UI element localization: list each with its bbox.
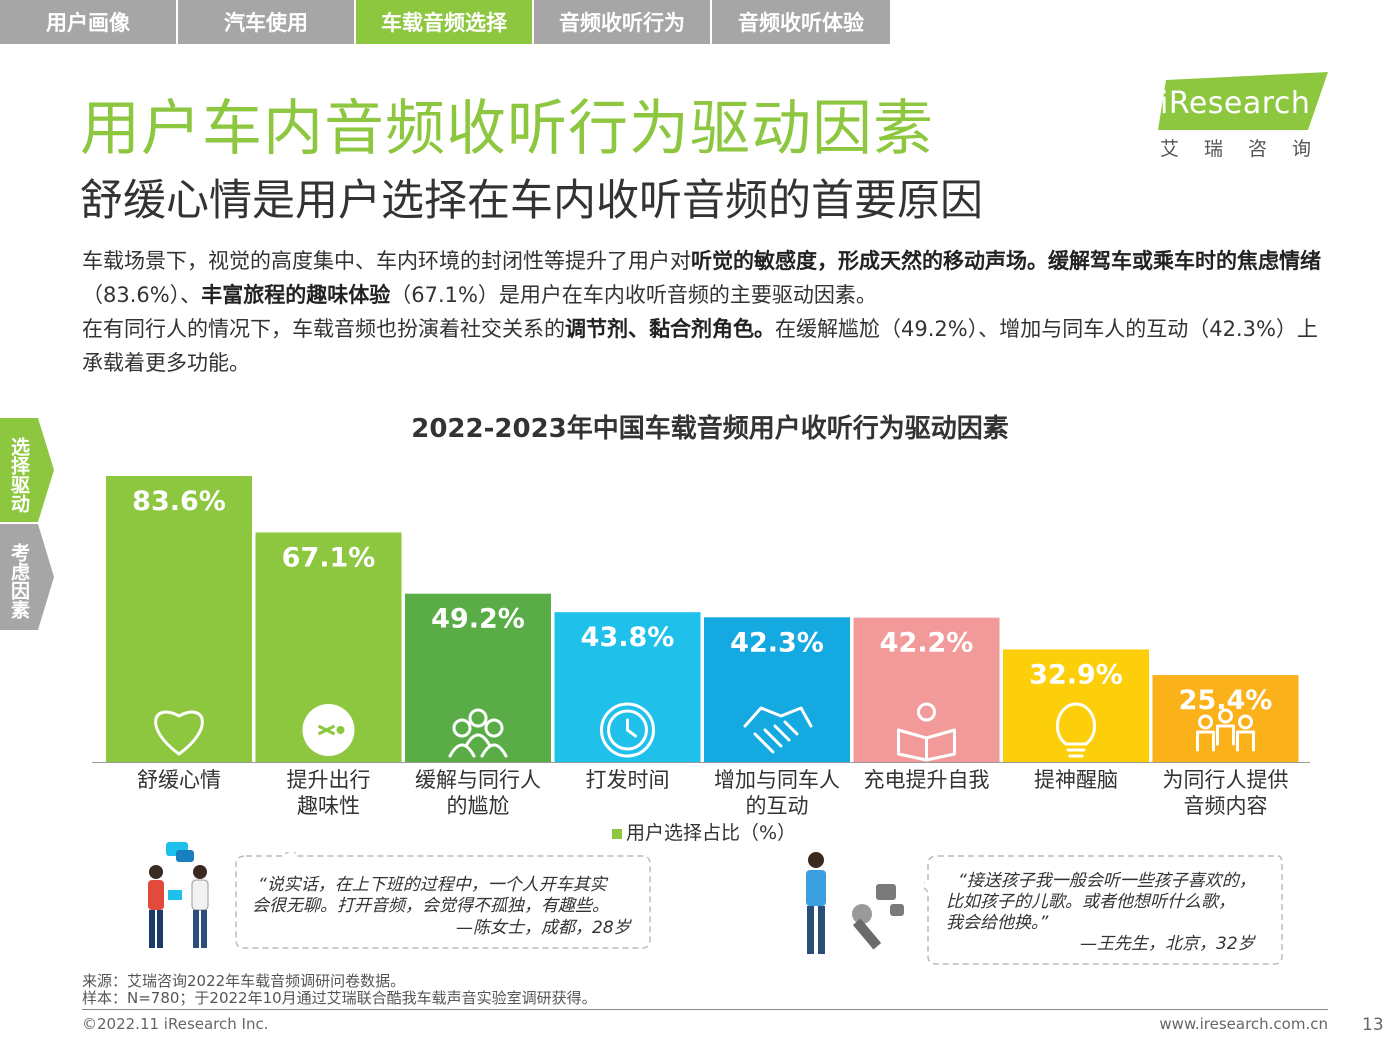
bar-value-label: 32.9% (1029, 659, 1123, 690)
bar (554, 612, 701, 762)
person-microphone-illustration (806, 852, 904, 954)
bar-value-label: 43.8% (581, 622, 675, 653)
bar-group: 83.6% (106, 476, 252, 762)
logo-subtitle: 艾瑞咨询 (1160, 138, 1337, 160)
face-icon (302, 704, 355, 756)
side-tab-selection-driver[interactable]: 选择驱动 (0, 418, 54, 522)
quote-1-line-2: 会很无聊。打开音频，会觉得不孤独，有趣些。 (252, 896, 609, 916)
intro-paragraph-1: 车载场景下，视觉的高度集中、车内环境的封闭性等提升了用户对听觉的敏感度，形成天然… (82, 249, 1321, 307)
category-label: 舒缓心情 (104, 767, 254, 793)
quote-2-attribution: —王先生，北京，32岁 (1080, 934, 1255, 954)
bar-group: 42.2% (853, 617, 1000, 762)
nav-tab-audio-choice[interactable]: 车载音频选择 (356, 0, 532, 44)
category-label: 提神醒脑 (1001, 767, 1151, 793)
category-label-line: 舒缓心情 (137, 768, 221, 792)
category-label: 为同行人提供 音频内容 (1151, 767, 1301, 819)
legend-swatch (612, 828, 622, 839)
source-note: 来源：艾瑞咨询2022年车载音频调研问卷数据。 样本：N=780；于2022年1… (82, 973, 597, 1007)
people-talking-illustration (148, 842, 209, 948)
page-number: 13 (1362, 1015, 1384, 1035)
category-label-line: 增加与同车人 (714, 768, 840, 792)
nav-tab-user-profile[interactable]: 用户画像 (0, 0, 176, 44)
footer-divider (82, 1009, 1328, 1010)
category-label-line: 充电提升自我 (863, 768, 990, 792)
bar-group: 43.8% (554, 612, 701, 762)
bar (106, 476, 252, 762)
copyright: ©2022.11 iResearch Inc. (82, 1015, 269, 1033)
source-line: 来源：艾瑞咨询2022年车载音频调研问卷数据。 (82, 972, 406, 990)
chart-title: 2022-2023年中国车载音频用户收听行为驱动因素 (411, 414, 1009, 444)
quote-2-line-3: 我会给他换。” (946, 913, 1049, 933)
iresearch-logo: iResearch 艾瑞咨询 (1158, 72, 1338, 162)
bar-chart: 83.6% 67.1% 49.2% 43.8% 42.3% 42.2% 32.9% 25.4% (92, 476, 1310, 763)
sample-line: 样本：N=780；于2022年10月通过艾瑞联合酷我车载声音实验室调研获得。 (82, 989, 597, 1007)
side-tab-consideration-factors[interactable]: 考虑因素 (0, 524, 54, 630)
quote-bubble-1 (235, 852, 651, 949)
clock-icon (600, 702, 655, 758)
bar-value-label: 49.2% (431, 604, 525, 635)
category-label-line: 缓解与同行人 (415, 768, 541, 792)
page-title: 用户车内音频收听行为驱动因素 (80, 94, 934, 164)
category-label: 增加与同车人 的互动 (702, 767, 852, 819)
bar (1152, 675, 1299, 762)
category-label-line: 趣味性 (297, 794, 360, 818)
legend-label: 用户选择占比（%） (626, 822, 797, 844)
bar-value-label: 67.1% (282, 542, 376, 573)
bar-group: 49.2% (405, 593, 551, 762)
logo-brand-text: iResearch (1160, 86, 1311, 121)
category-label-line: 打发时间 (585, 768, 670, 792)
quote-2-line-1: “接送孩子我一般会听一些孩子喜欢的， (958, 871, 1256, 891)
category-label-line: 提升出行 (286, 768, 371, 792)
category-label-line: 的互动 (745, 794, 809, 818)
website-link[interactable]: www.iresearch.com.cn (1159, 1015, 1328, 1033)
quote-2-line-2: 比如孩子的儿歌。或者他想听什么歌， (946, 892, 1235, 912)
bar-value-label: 42.3% (730, 627, 824, 658)
bar-group: 42.3% (704, 617, 850, 762)
quote-1-attribution: —陈女士，成都，28岁 (456, 918, 631, 938)
category-label: 提升出行 趣味性 (254, 767, 404, 819)
category-label: 缓解与同行人 的尴尬 (403, 767, 553, 819)
bar (704, 617, 850, 762)
side-tab-label: 考虑因素 (8, 543, 30, 619)
reading-icon (897, 702, 956, 762)
page-subtitle: 舒缓心情是用户选择在车内收听音频的首要原因 (80, 176, 983, 226)
handshake-icon (743, 706, 813, 754)
intro-paragraph-2: 在有同行人的情况下，车载音频也扮演着社交关系的调节剂、黏合剂角色。在缓解尴尬（4… (82, 317, 1318, 375)
category-label-line: 音频内容 (1183, 794, 1268, 818)
chart-legend: 用户选择占比（%） (612, 818, 796, 845)
bar-value-label: 42.2% (880, 628, 974, 659)
nav-tab-listening-behavior[interactable]: 音频收听行为 (534, 0, 710, 44)
quote-bubble-2 (924, 855, 1283, 965)
bar-group: 25.4% (1152, 675, 1299, 762)
category-label: 充电提升自我 (852, 767, 1002, 793)
nav-tab-listening-experience[interactable]: 音频收听体验 (712, 0, 890, 44)
group-icon (448, 708, 508, 758)
category-label-line: 的尴尬 (446, 794, 510, 818)
heart-icon (154, 710, 204, 756)
bar-group: 32.9% (1003, 649, 1149, 762)
bulb-icon (1055, 702, 1097, 758)
bar-group: 67.1% (255, 532, 402, 762)
category-label-line: 提神醒脑 (1034, 768, 1118, 792)
category-label-line: 为同行人提供 (1162, 768, 1289, 792)
family-icon (1196, 708, 1255, 752)
top-nav: 用户画像 汽车使用 车载音频选择 音频收听行为 音频收听体验 (0, 0, 892, 44)
side-tab-label: 选择驱动 (8, 437, 30, 513)
category-label: 打发时间 (553, 767, 703, 793)
nav-tab-car-usage[interactable]: 汽车使用 (178, 0, 354, 44)
bar-value-label: 83.6% (132, 486, 226, 517)
quote-1-line-1: “说实话，在上下班的过程中，一个人开车其实 (258, 875, 607, 895)
